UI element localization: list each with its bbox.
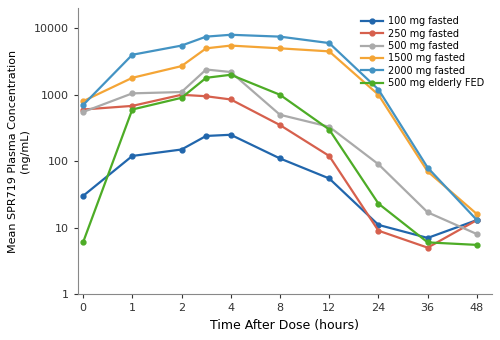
1500 mg fasted bbox=[228, 44, 234, 48]
1500 mg fasted bbox=[326, 49, 332, 53]
1500 mg fasted bbox=[203, 46, 209, 50]
250 mg fasted bbox=[203, 94, 209, 98]
250 mg fasted bbox=[130, 104, 136, 108]
500 mg fasted bbox=[474, 232, 480, 236]
250 mg fasted bbox=[376, 228, 382, 233]
1500 mg fasted bbox=[376, 93, 382, 97]
2000 mg fasted bbox=[228, 33, 234, 37]
500 mg fasted bbox=[326, 125, 332, 129]
250 mg fasted bbox=[277, 123, 283, 127]
500 mg elderly FED bbox=[424, 240, 430, 244]
500 mg elderly FED bbox=[130, 107, 136, 112]
500 mg fasted bbox=[80, 110, 86, 114]
2000 mg fasted bbox=[376, 87, 382, 91]
100 mg fasted bbox=[130, 154, 136, 158]
250 mg fasted bbox=[178, 93, 184, 97]
250 mg fasted bbox=[326, 154, 332, 158]
100 mg fasted bbox=[228, 133, 234, 137]
250 mg fasted bbox=[424, 245, 430, 250]
Line: 100 mg fasted: 100 mg fasted bbox=[80, 132, 479, 240]
Line: 500 mg elderly FED: 500 mg elderly FED bbox=[80, 72, 479, 247]
1500 mg fasted bbox=[474, 212, 480, 216]
500 mg fasted bbox=[178, 90, 184, 94]
Line: 1500 mg fasted: 1500 mg fasted bbox=[80, 43, 479, 217]
Legend: 100 mg fasted, 250 mg fasted, 500 mg fasted, 1500 mg fasted, 2000 mg fasted, 500: 100 mg fasted, 250 mg fasted, 500 mg fas… bbox=[358, 13, 487, 91]
100 mg fasted bbox=[277, 156, 283, 160]
2000 mg fasted bbox=[277, 35, 283, 39]
1500 mg fasted bbox=[424, 169, 430, 173]
2000 mg fasted bbox=[178, 44, 184, 48]
Y-axis label: Mean SPR719 Plasma Concentration
(ng/mL): Mean SPR719 Plasma Concentration (ng/mL) bbox=[8, 50, 30, 253]
Line: 2000 mg fasted: 2000 mg fasted bbox=[80, 32, 479, 222]
250 mg fasted bbox=[474, 218, 480, 222]
500 mg elderly FED bbox=[474, 243, 480, 247]
500 mg elderly FED bbox=[376, 202, 382, 206]
250 mg fasted bbox=[80, 107, 86, 112]
500 mg fasted bbox=[203, 67, 209, 71]
500 mg elderly FED bbox=[178, 96, 184, 100]
500 mg fasted bbox=[277, 113, 283, 117]
500 mg fasted bbox=[376, 162, 382, 166]
100 mg fasted bbox=[474, 218, 480, 222]
500 mg fasted bbox=[228, 70, 234, 74]
100 mg fasted bbox=[424, 236, 430, 240]
Line: 250 mg fasted: 250 mg fasted bbox=[80, 92, 479, 250]
500 mg fasted bbox=[424, 210, 430, 215]
1500 mg fasted bbox=[130, 76, 136, 80]
2000 mg fasted bbox=[203, 35, 209, 39]
2000 mg fasted bbox=[474, 218, 480, 222]
2000 mg fasted bbox=[424, 166, 430, 170]
500 mg elderly FED bbox=[80, 240, 86, 244]
2000 mg fasted bbox=[80, 103, 86, 107]
100 mg fasted bbox=[80, 194, 86, 198]
100 mg fasted bbox=[376, 223, 382, 227]
500 mg fasted bbox=[130, 91, 136, 96]
100 mg fasted bbox=[326, 176, 332, 181]
500 mg elderly FED bbox=[277, 93, 283, 97]
1500 mg fasted bbox=[178, 64, 184, 68]
1500 mg fasted bbox=[80, 99, 86, 103]
Line: 500 mg fasted: 500 mg fasted bbox=[80, 67, 479, 237]
500 mg elderly FED bbox=[228, 73, 234, 77]
100 mg fasted bbox=[178, 148, 184, 152]
2000 mg fasted bbox=[130, 53, 136, 57]
500 mg elderly FED bbox=[203, 76, 209, 80]
500 mg elderly FED bbox=[326, 128, 332, 132]
1500 mg fasted bbox=[277, 46, 283, 50]
X-axis label: Time After Dose (hours): Time After Dose (hours) bbox=[210, 319, 360, 332]
250 mg fasted bbox=[228, 98, 234, 102]
2000 mg fasted bbox=[326, 41, 332, 45]
100 mg fasted bbox=[203, 134, 209, 138]
